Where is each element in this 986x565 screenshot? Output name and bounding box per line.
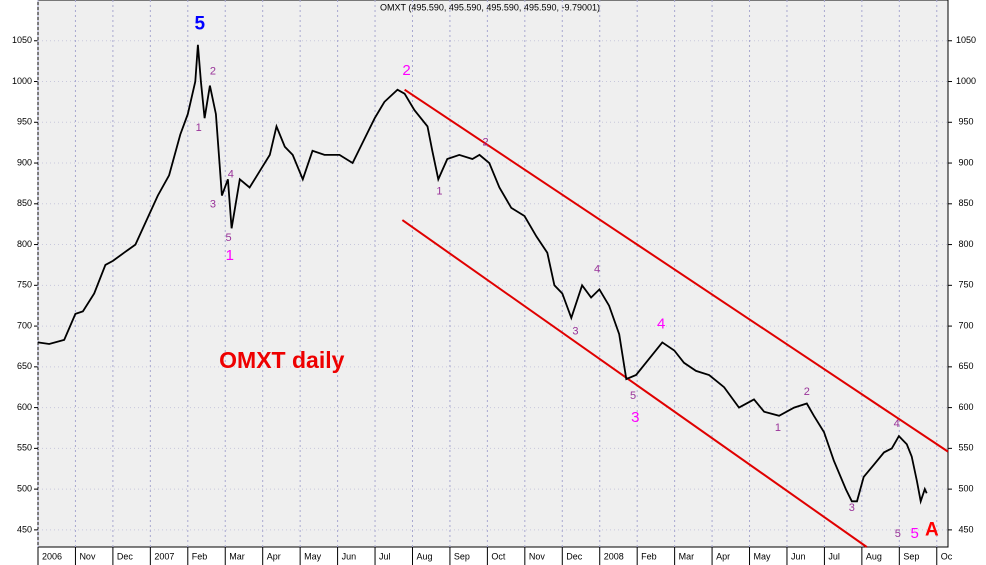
minor-wave-label: 3 <box>210 199 216 211</box>
x-tick-label: Apr <box>716 551 730 561</box>
y2-tick-label: 600 <box>958 402 973 412</box>
y2-tick-label: 950 <box>958 117 973 127</box>
y-tick-label: 850 <box>17 198 32 208</box>
x-tick-label: Apr <box>267 551 281 561</box>
minor-wave-label: 1 <box>436 185 442 197</box>
chart-title: OMXT (495.590, 495.590, 495.590, 495.590… <box>380 2 600 12</box>
minor-wave-label: 2 <box>804 386 810 398</box>
y-tick-label: 800 <box>17 239 32 249</box>
minor-wave-label: 2 <box>210 66 216 78</box>
x-tick-label: Oct <box>491 551 506 561</box>
x-tick-label: Oc <box>941 551 953 561</box>
x-tick-label: 2008 <box>604 551 624 561</box>
major-wave-label: 2 <box>402 62 410 79</box>
channel-line <box>404 88 949 453</box>
price-line <box>37 44 928 505</box>
x-tick-label: 2007 <box>154 551 174 561</box>
y2-tick-label: 550 <box>958 443 973 453</box>
y2-tick-label: 1050 <box>956 35 976 45</box>
y-tick-label: 1000 <box>12 76 32 86</box>
x-tick-label: Nov <box>79 551 96 561</box>
x-tick-label: Nov <box>529 551 546 561</box>
minor-wave-label: 3 <box>572 326 578 338</box>
y2-tick-label: 900 <box>958 157 973 167</box>
minor-wave-label: 4 <box>894 418 900 430</box>
x-tick-label: Feb <box>192 551 208 561</box>
cycle-wave-label: 5 <box>194 13 205 34</box>
minor-wave-label: 4 <box>228 168 234 180</box>
y-tick-label: 700 <box>17 320 32 330</box>
minor-wave-label: 3 <box>849 502 855 514</box>
major-wave-label: 3 <box>631 409 639 426</box>
x-tick-label: Mar <box>679 551 695 561</box>
y2-tick-label: 800 <box>958 239 973 249</box>
y-tick-label: 950 <box>17 117 32 127</box>
x-tick-label: Feb <box>641 551 657 561</box>
x-tick-label: Sep <box>454 551 470 561</box>
minor-wave-label: 2 <box>482 137 488 149</box>
y-tick-label: 600 <box>17 402 32 412</box>
x-tick-label: 2006 <box>42 551 62 561</box>
x-tick-label: Jun <box>791 551 806 561</box>
y-tick-label: 450 <box>17 524 32 534</box>
y-tick-label: 550 <box>17 443 32 453</box>
y-tick-label: 650 <box>17 361 32 371</box>
minor-wave-label: 5 <box>895 528 901 540</box>
minor-wave-label: 4 <box>594 264 600 276</box>
x-tick-label: Dec <box>566 551 583 561</box>
y2-tick-label: 500 <box>958 483 973 493</box>
x-tick-label: May <box>754 551 772 561</box>
minor-wave-label: 5 <box>630 390 636 402</box>
y-tick-label: 900 <box>17 157 32 167</box>
x-tick-label: Aug <box>866 551 882 561</box>
minor-wave-label: 1 <box>775 422 781 434</box>
x-tick-label: Dec <box>117 551 134 561</box>
x-tick-label: Aug <box>416 551 432 561</box>
x-tick-label: Jul <box>379 551 391 561</box>
minor-wave-label: 1 <box>196 122 202 134</box>
x-tick-label: Mar <box>229 551 245 561</box>
x-tick-label: Jul <box>828 551 840 561</box>
plot-area <box>37 0 949 548</box>
minor-wave-label: 5 <box>226 232 232 244</box>
major-wave-label: 4 <box>657 315 665 332</box>
chart-label: OMXT daily <box>219 347 344 373</box>
y2-tick-label: 650 <box>958 361 973 371</box>
corrective-wave-label: A <box>925 520 939 541</box>
y2-tick-label: 1000 <box>956 76 976 86</box>
y-tick-label: 1050 <box>12 35 32 45</box>
major-wave-label: 5 <box>910 525 918 542</box>
y-tick-label: 750 <box>17 280 32 290</box>
y2-tick-label: 700 <box>958 320 973 330</box>
y2-tick-label: 750 <box>958 280 973 290</box>
major-wave-label: 1 <box>226 247 234 264</box>
y2-tick-label: 850 <box>958 198 973 208</box>
x-tick-label: Sep <box>903 551 919 561</box>
y-tick-label: 500 <box>17 483 32 493</box>
y2-tick-label: 450 <box>958 524 973 534</box>
x-tick-label: May <box>304 551 322 561</box>
channel-line <box>401 219 868 548</box>
x-tick-label: Jun <box>342 551 357 561</box>
